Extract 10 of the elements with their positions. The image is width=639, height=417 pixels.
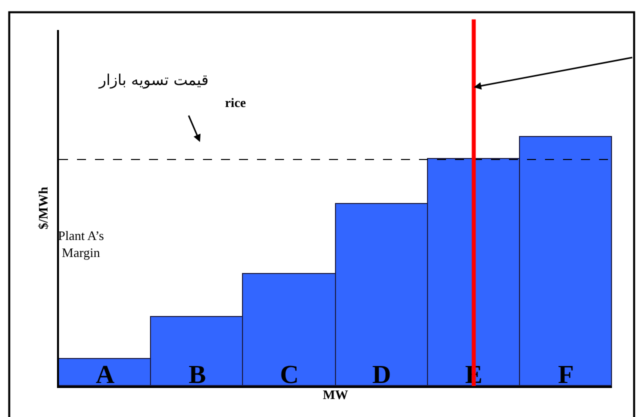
x-axis-title: MW xyxy=(322,387,348,402)
text: rice xyxy=(225,95,246,110)
annotation: Plant A’s Margin xyxy=(58,228,104,260)
x-tick-label: B xyxy=(188,360,206,389)
x-tick-label: A xyxy=(96,360,115,389)
x-tick-label: C xyxy=(280,360,299,389)
x-tick-label: F xyxy=(558,360,574,389)
y-axis-title: $/MWh xyxy=(35,186,50,230)
x-tick-label: D xyxy=(372,360,391,389)
text: قیمت تسویه بازار xyxy=(98,71,209,89)
